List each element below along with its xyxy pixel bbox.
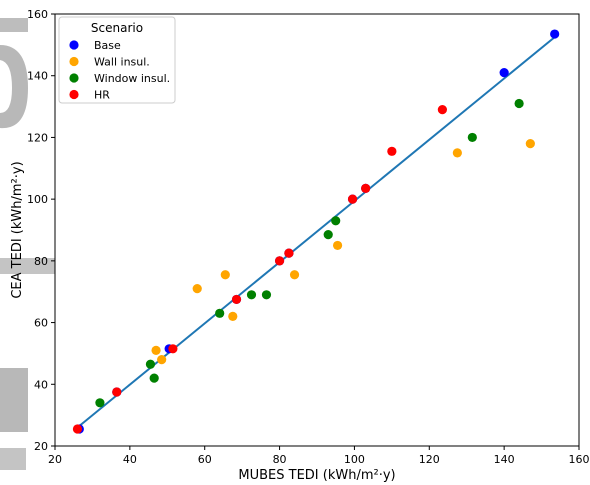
- point-window-insul-5: [261, 290, 272, 300]
- points-layer: [72, 29, 560, 434]
- x-tick-label: 120: [419, 453, 440, 466]
- point-hr-3: [231, 294, 242, 305]
- y-tick-label: 20: [34, 440, 48, 453]
- point-window-insul-8: [467, 132, 477, 143]
- y-tick-label: 160: [27, 8, 48, 21]
- point-window-insul-6: [323, 230, 333, 240]
- point-hr-9: [437, 105, 447, 115]
- x-tick-label: 100: [344, 453, 365, 466]
- point-wall-insul-6: [332, 240, 343, 251]
- legend-marker-window-insul: [69, 73, 79, 83]
- point-wall-insul-3: [220, 270, 230, 280]
- legend-marker-base: [69, 40, 79, 50]
- point-wall-insul-4: [228, 311, 238, 321]
- x-tick-label: 80: [273, 453, 287, 466]
- point-wall-insul-2: [192, 284, 202, 294]
- legend: Scenario Base Wall insul. Window insul. HR: [58, 16, 176, 104]
- point-hr-7: [361, 183, 371, 193]
- background-glyph-top: [0, 18, 28, 32]
- y-tick-label: 40: [34, 378, 48, 391]
- point-window-insul-7: [331, 216, 341, 226]
- point-window-insul-9: [514, 98, 524, 109]
- point-hr-4: [274, 256, 285, 266]
- plot-frame: [54, 13, 580, 447]
- point-hr-1: [112, 387, 122, 397]
- background-glyph-block-upper: [0, 258, 55, 274]
- legend-title: Scenario: [91, 21, 143, 35]
- legend-marker-hr: [69, 89, 79, 100]
- point-window-insul-2: [149, 373, 159, 383]
- x-tick-label: 20: [48, 453, 62, 466]
- point-wall-insul-0: [151, 345, 161, 355]
- x-axis-label: MUBES TEDI (kWh/m²·y): [238, 468, 395, 483]
- x-tick-label: 140: [494, 453, 515, 466]
- point-window-insul-1: [145, 359, 156, 369]
- fit-line-layer: [76, 34, 558, 429]
- legend-label-base: Base: [94, 39, 121, 52]
- point-wall-insul-5: [289, 270, 300, 280]
- y-tick-label: 140: [27, 70, 48, 83]
- legend-marker-wall-insul: [69, 56, 79, 67]
- point-wall-insul-7: [452, 148, 462, 158]
- point-wall-insul-1: [157, 355, 167, 365]
- legend-label-hr: HR: [94, 89, 110, 102]
- background-glyph-bottom: [0, 448, 26, 470]
- y-tick-label: 60: [34, 317, 48, 330]
- legend-box: [58, 16, 176, 104]
- legend-label-window-insul: Window insul.: [94, 72, 170, 85]
- point-wall-insul-8: [525, 139, 535, 149]
- y-tick-label: 120: [27, 131, 48, 144]
- y-tick-label: 100: [27, 193, 48, 206]
- point-base-9: [550, 29, 560, 39]
- y-axis: 20 40 60 80 100 120 140 160: [27, 8, 55, 453]
- x-axis: 20 40 60 80 100 120 140 160: [48, 446, 590, 466]
- point-base-8: [499, 68, 509, 78]
- y-axis-label: CEA TEDI (kWh/m²·y): [10, 161, 25, 298]
- point-hr-2: [168, 344, 178, 354]
- x-tick-label: 160: [569, 453, 590, 466]
- y-tick-label: 80: [34, 255, 48, 268]
- x-tick-label: 40: [123, 453, 137, 466]
- background-glyph-block-lower: [0, 368, 28, 432]
- x-tick-label: 60: [198, 453, 212, 466]
- background-glyph-ring: [0, 45, 28, 129]
- point-window-insul-3: [215, 308, 225, 318]
- point-window-insul-4: [246, 290, 257, 300]
- legend-label-wall-insul: Wall insul.: [94, 56, 150, 69]
- point-hr-8: [387, 146, 397, 156]
- fit-line: [76, 34, 558, 429]
- point-hr-0: [72, 424, 83, 434]
- point-hr-5: [284, 248, 294, 258]
- point-window-insul-0: [95, 398, 105, 408]
- point-hr-6: [347, 194, 358, 204]
